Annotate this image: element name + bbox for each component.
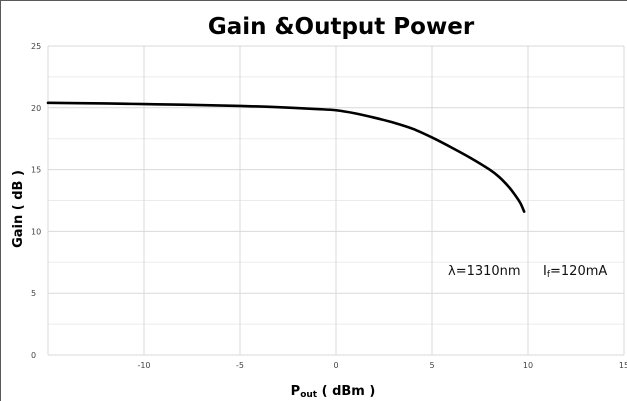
x-tick-label: 0 (333, 361, 338, 370)
y-axis-label: Gain ( dB ) (11, 170, 26, 248)
y-tick-label: 5 (31, 289, 36, 298)
x-tick-labels: -10 -5 0 5 10 15 (137, 361, 627, 370)
y-tick-label: 0 (31, 351, 36, 360)
x-axis-label-rest: ( dBm ) (317, 384, 375, 399)
x-tick-label: -10 (137, 361, 150, 370)
series-group (46, 101, 526, 213)
x-axis-label-main: P (291, 384, 301, 399)
x-axis-label: Pout ( dBm ) (291, 384, 376, 400)
current-annotation-main: I (543, 264, 547, 279)
y-tick-label: 10 (31, 227, 41, 236)
chart-title: Gain &Output Power (208, 14, 475, 40)
x-axis-label-sub: out (300, 390, 318, 400)
current-annotation-rest: =120mA (550, 264, 607, 279)
x-tick-label: 10 (523, 361, 533, 370)
y-tick-label: 20 (31, 104, 41, 113)
y-tick-label: 15 (31, 166, 41, 175)
current-annotation-sub: f (547, 270, 551, 280)
wavelength-annotation: λ=1310nm (448, 264, 521, 279)
gain-curve (46, 101, 526, 213)
x-tick-label: 5 (429, 361, 434, 370)
x-tick-label: -5 (236, 361, 244, 370)
x-tick-label: 15 (619, 361, 627, 370)
y-tick-label: 25 (31, 42, 41, 51)
grid (47, 45, 625, 356)
current-annotation: If=120mA (543, 264, 607, 280)
y-tick-labels: 0 5 10 15 20 25 (31, 42, 41, 360)
